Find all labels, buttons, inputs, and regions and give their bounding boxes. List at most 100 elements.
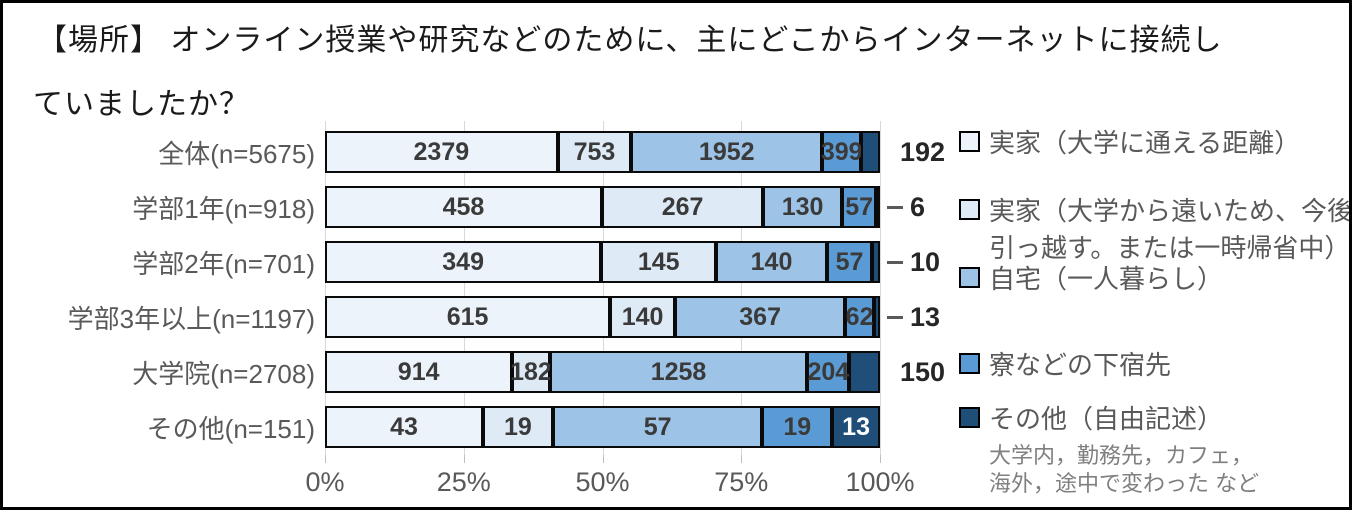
chart-title-line2: ていましたか？ <box>33 88 250 121</box>
segment-value-label: 140 <box>750 247 793 276</box>
bar-track: 43 19 57 19 13 <box>325 406 880 448</box>
legend-label: 実家（大学から遠いため、今後引っ越す。または一時帰省中） <box>989 196 1352 263</box>
bar-segment-series-1: 914 <box>325 351 513 393</box>
legend-swatch-icon <box>959 199 980 220</box>
bar-track: 2379 753 1952 399 <box>325 131 880 173</box>
legend-swatch-icon <box>959 131 980 152</box>
bar-track: 914 182 1258 204 <box>325 351 880 393</box>
legend-label: 寮などの下宿先 <box>989 350 1172 380</box>
bar-segment-series-5 <box>861 131 880 173</box>
segment-value-label: 140 <box>621 302 664 331</box>
gridline <box>880 121 881 455</box>
bar-segment-series-3: 57 <box>552 406 763 448</box>
bar-segment-series-2: 140 <box>610 296 676 338</box>
bar-segment-series-4: 62 <box>845 296 874 338</box>
outside-value-label: 192 <box>887 131 945 173</box>
category-label: 学部1年(n=918) <box>132 193 315 224</box>
bar-segment-series-2: 145 <box>601 241 717 283</box>
category-label: その他(n=151) <box>146 413 315 444</box>
segment-value-label: 399 <box>820 137 863 166</box>
segment-value-label: 62 <box>845 302 874 331</box>
category-label: 大学院(n=2708) <box>132 358 315 389</box>
leader-line <box>887 260 903 264</box>
segment-value-label: 753 <box>573 137 616 166</box>
bar-segment-series-4: 57 <box>841 186 877 228</box>
segment-value-label: 13 <box>842 412 870 441</box>
legend-item-5: その他（自由記述） 大学内，勤務先，カフェ， 海外，途中で変わった など <box>959 401 1349 498</box>
outside-value: 6 <box>910 191 926 222</box>
bar-segment-series-1: 458 <box>325 186 602 228</box>
gridline <box>602 121 604 455</box>
segment-value-label: 615 <box>446 302 489 331</box>
bar-segment-series-4: 399 <box>820 131 863 173</box>
outside-value-label: 6 <box>887 186 925 228</box>
segment-value-label: 1258 <box>650 357 707 386</box>
bar-segment-series-3: 1952 <box>631 131 823 173</box>
bar-row: 全体(n=5675) 2379 753 1952 399 192 <box>3 131 1349 173</box>
bar-segment-series-4: 57 <box>826 241 873 283</box>
segment-value-label: 182 <box>510 357 552 386</box>
outside-value-label: 10 <box>887 241 940 283</box>
legend-swatch-icon <box>959 267 980 288</box>
segment-value-label: 57 <box>845 192 874 221</box>
axis-tick <box>463 455 465 463</box>
bar-row: 学部3年以上(n=1197) 615 140 367 62 13 <box>3 296 1349 338</box>
segment-value-label: 349 <box>442 247 484 276</box>
axis-tick <box>602 455 604 463</box>
bar-segment-series-3: 140 <box>716 241 827 283</box>
outside-value: 10 <box>910 246 941 277</box>
x-axis-tick-label: 0% <box>305 467 345 497</box>
segment-value-label: 19 <box>504 412 532 441</box>
legend-label: 実家（大学に通える距離） <box>989 128 1301 158</box>
bar-segment-series-5 <box>876 186 881 228</box>
leader-line <box>887 205 903 209</box>
category-label: 学部2年(n=701) <box>132 248 315 279</box>
bar-segment-series-2: 753 <box>557 131 632 173</box>
legend-item-3: 自宅（一人暮らし） <box>959 261 1349 298</box>
axis-tick <box>741 455 743 463</box>
outside-value: 150 <box>900 356 946 387</box>
bar-segment-series-2: 19 <box>483 406 553 448</box>
legend-item-4: 寮などの下宿先 <box>959 347 1349 384</box>
bar-track: 349 145 140 57 <box>325 241 880 283</box>
outside-value: 192 <box>900 136 946 167</box>
bar-segment-series-3: 367 <box>675 296 846 338</box>
bar-row: 学部1年(n=918) 458 267 130 57 6 <box>3 186 1349 228</box>
segment-value-label: 2379 <box>413 137 470 166</box>
segment-value-label: 19 <box>783 412 812 441</box>
bar-segment-series-5 <box>849 351 880 393</box>
segment-value-label: 367 <box>739 302 781 331</box>
bar-segment-series-3: 130 <box>763 186 842 228</box>
bar-segment-series-1: 615 <box>325 296 611 338</box>
outside-value-label: 13 <box>887 296 940 338</box>
gridline <box>325 121 326 455</box>
bar-track: 615 140 367 62 <box>325 296 880 338</box>
bar-segment-series-5 <box>873 296 880 338</box>
legend-label: 自宅（一人暮らし） <box>989 264 1224 294</box>
segment-value-label: 204 <box>807 357 850 386</box>
chart-title-line1: 【場所】 オンライン授業や研究などのために、主にどこからインターネットに接続し <box>37 24 1223 57</box>
bar-segment-series-5 <box>872 241 880 283</box>
segment-value-label: 1952 <box>698 137 755 166</box>
segment-value-label: 145 <box>637 247 680 276</box>
legend-label: その他（自由記述） 大学内，勤務先，カフェ， 海外，途中で変わった など <box>989 401 1349 498</box>
axis-tick <box>325 455 326 463</box>
legend-note-line: 海外，途中で変わった など <box>989 471 1260 496</box>
bar-track: 458 267 130 57 <box>325 186 881 228</box>
bar-row: 大学院(n=2708) 914 182 1258 204 150 <box>3 351 1349 393</box>
legend-swatch-icon <box>959 353 980 374</box>
bar-segment-series-1: 2379 <box>325 131 558 173</box>
x-axis-tick-label: 25% <box>436 467 491 497</box>
segment-value-label: 914 <box>397 357 440 386</box>
axis-tick <box>880 455 881 463</box>
segment-value-label: 130 <box>781 192 824 221</box>
legend-note: 大学内，勤務先，カフェ， 海外，途中で変わった など <box>989 442 1349 498</box>
segment-value-label: 57 <box>835 247 864 276</box>
legend-swatch-icon <box>959 407 980 428</box>
segment-value-label: 57 <box>643 412 672 441</box>
bar-segment-series-1: 43 <box>325 406 484 448</box>
outside-value: 13 <box>910 301 941 332</box>
outside-value-label: 150 <box>887 351 945 393</box>
x-axis-tick-label: 75% <box>714 467 769 497</box>
